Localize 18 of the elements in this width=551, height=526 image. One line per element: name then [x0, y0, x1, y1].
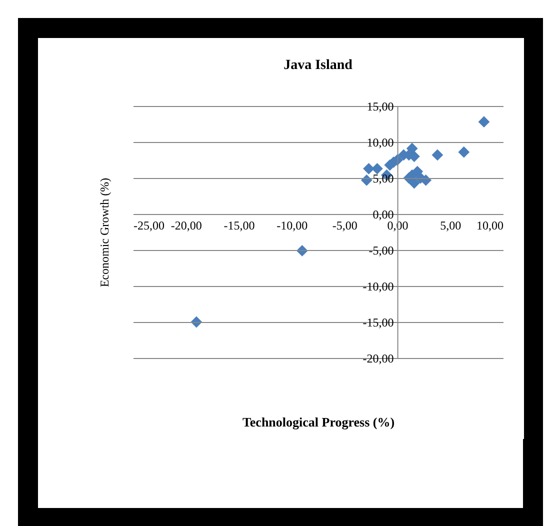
x-tick-label: 5,00 — [440, 218, 462, 232]
x-tick-label: -15,00 — [224, 218, 255, 232]
chart-title: Java Island — [284, 58, 353, 73]
y-tick-label: -15,00 — [362, 316, 394, 330]
x-tick-label: -20,00 — [170, 218, 202, 232]
y-tick-label: -5,00 — [368, 244, 394, 258]
y-tick-label: 15,00 — [366, 100, 394, 114]
x-tick-label: 10,00 — [476, 218, 504, 232]
x-tick-label: -5,00 — [332, 218, 358, 232]
x-tick-label: -25,00 — [134, 218, 164, 232]
y-tick-label: 5,00 — [372, 172, 394, 186]
y-tick-label: 10,00 — [366, 136, 394, 150]
x-tick-label: -10,00 — [276, 218, 308, 232]
y-tick-label: -20,00 — [362, 352, 394, 366]
y-axis-title: Economic Growth (%) — [98, 178, 112, 288]
x-axis-title: Technological Progress (%) — [242, 414, 395, 430]
y-tick-label: 0,00 — [372, 208, 394, 222]
y-tick-label: -10,00 — [362, 280, 394, 294]
